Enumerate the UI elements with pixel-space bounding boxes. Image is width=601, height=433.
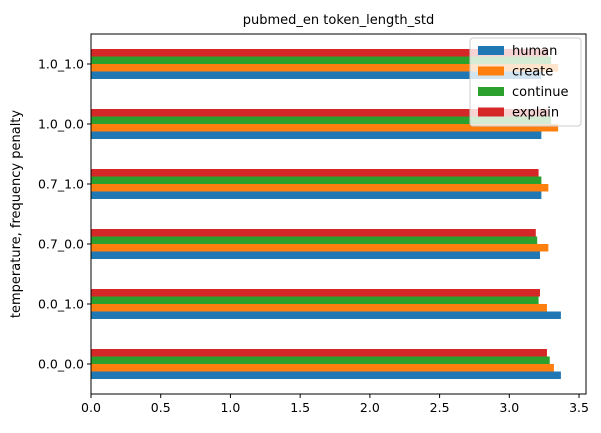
x-tick-label: 3.5 [569,400,589,415]
bar-human-0.0_0.0 [91,371,561,379]
bar-explain-0.7_1.0 [91,169,539,177]
legend: human create continue explain [469,37,582,127]
x-tick-label: 3.0 [499,400,519,415]
bar-human-0.7_1.0 [91,191,542,199]
legend-swatch-continue [478,87,504,96]
y-tick-label: 0.7_0.0 [38,237,84,252]
bar-explain-1.0_1.0 [91,49,549,57]
legend-label-explain: explain [512,106,559,121]
y-axis-title: temperature, frequency penalty [9,110,24,318]
bar-create-1.0_1.0 [91,64,559,72]
bar-explain-0.0_1.0 [91,289,540,297]
bar-explain-1.0_0.0 [91,109,549,117]
bars-group [91,49,561,379]
bar-create-0.7_1.0 [91,184,549,192]
x-tick-label: 0.0 [81,400,101,415]
x-tick-label: 2.0 [360,400,380,415]
y-axis-ticks: 0.0_0.0 0.0_1.0 0.7_0.0 0.7_1.0 1.0_0.0 1.0_1… [38,57,91,372]
bar-continue-0.0_1.0 [91,296,539,304]
legend-swatch-human [478,46,504,55]
bar-human-1.0_1.0 [91,71,542,79]
x-tick-label: 1.0 [220,400,240,415]
plot-frame [90,33,587,395]
legend-label-human: human [512,44,557,59]
legend-label-create: create [512,65,553,80]
x-tick-label: 1.5 [290,400,310,415]
legend-swatch-explain [478,107,504,117]
y-tick-label: 1.0_0.0 [38,117,84,132]
bar-human-0.0_1.0 [91,311,561,319]
y-tick-label: 0.7_1.0 [38,177,84,192]
x-tick-label: 2.5 [430,400,450,415]
legend-label-continue: continue [512,85,569,100]
y-tick-label: 0.0_0.0 [38,357,84,372]
bar-continue-0.7_1.0 [91,176,542,184]
bar-continue-0.7_0.0 [91,236,538,244]
x-axis-ticks: 0.0 0.5 1.0 1.5 2.0 2.5 3.0 3.5 [81,394,589,415]
bar-create-0.7_0.0 [91,244,549,252]
x-tick-label: 0.5 [151,400,171,415]
legend-box [469,37,582,127]
bar-continue-1.0_1.0 [91,56,552,64]
bar-create-1.0_0.0 [91,124,559,132]
bar-explain-0.0_0.0 [91,349,547,357]
y-tick-label: 1.0_1.0 [38,57,84,72]
chart-title: pubmed_en token_length_std [243,13,434,28]
bar-human-1.0_0.0 [91,131,542,139]
bar-continue-0.0_0.0 [91,356,550,364]
bar-create-0.0_1.0 [91,304,547,312]
bar-human-0.7_0.0 [91,251,540,259]
legend-swatch-create [478,66,504,76]
bar-continue-1.0_0.0 [91,116,552,124]
y-tick-label: 0.0_1.0 [38,297,84,312]
bar-explain-0.7_0.0 [91,229,536,237]
bar-create-0.0_0.0 [91,364,554,372]
